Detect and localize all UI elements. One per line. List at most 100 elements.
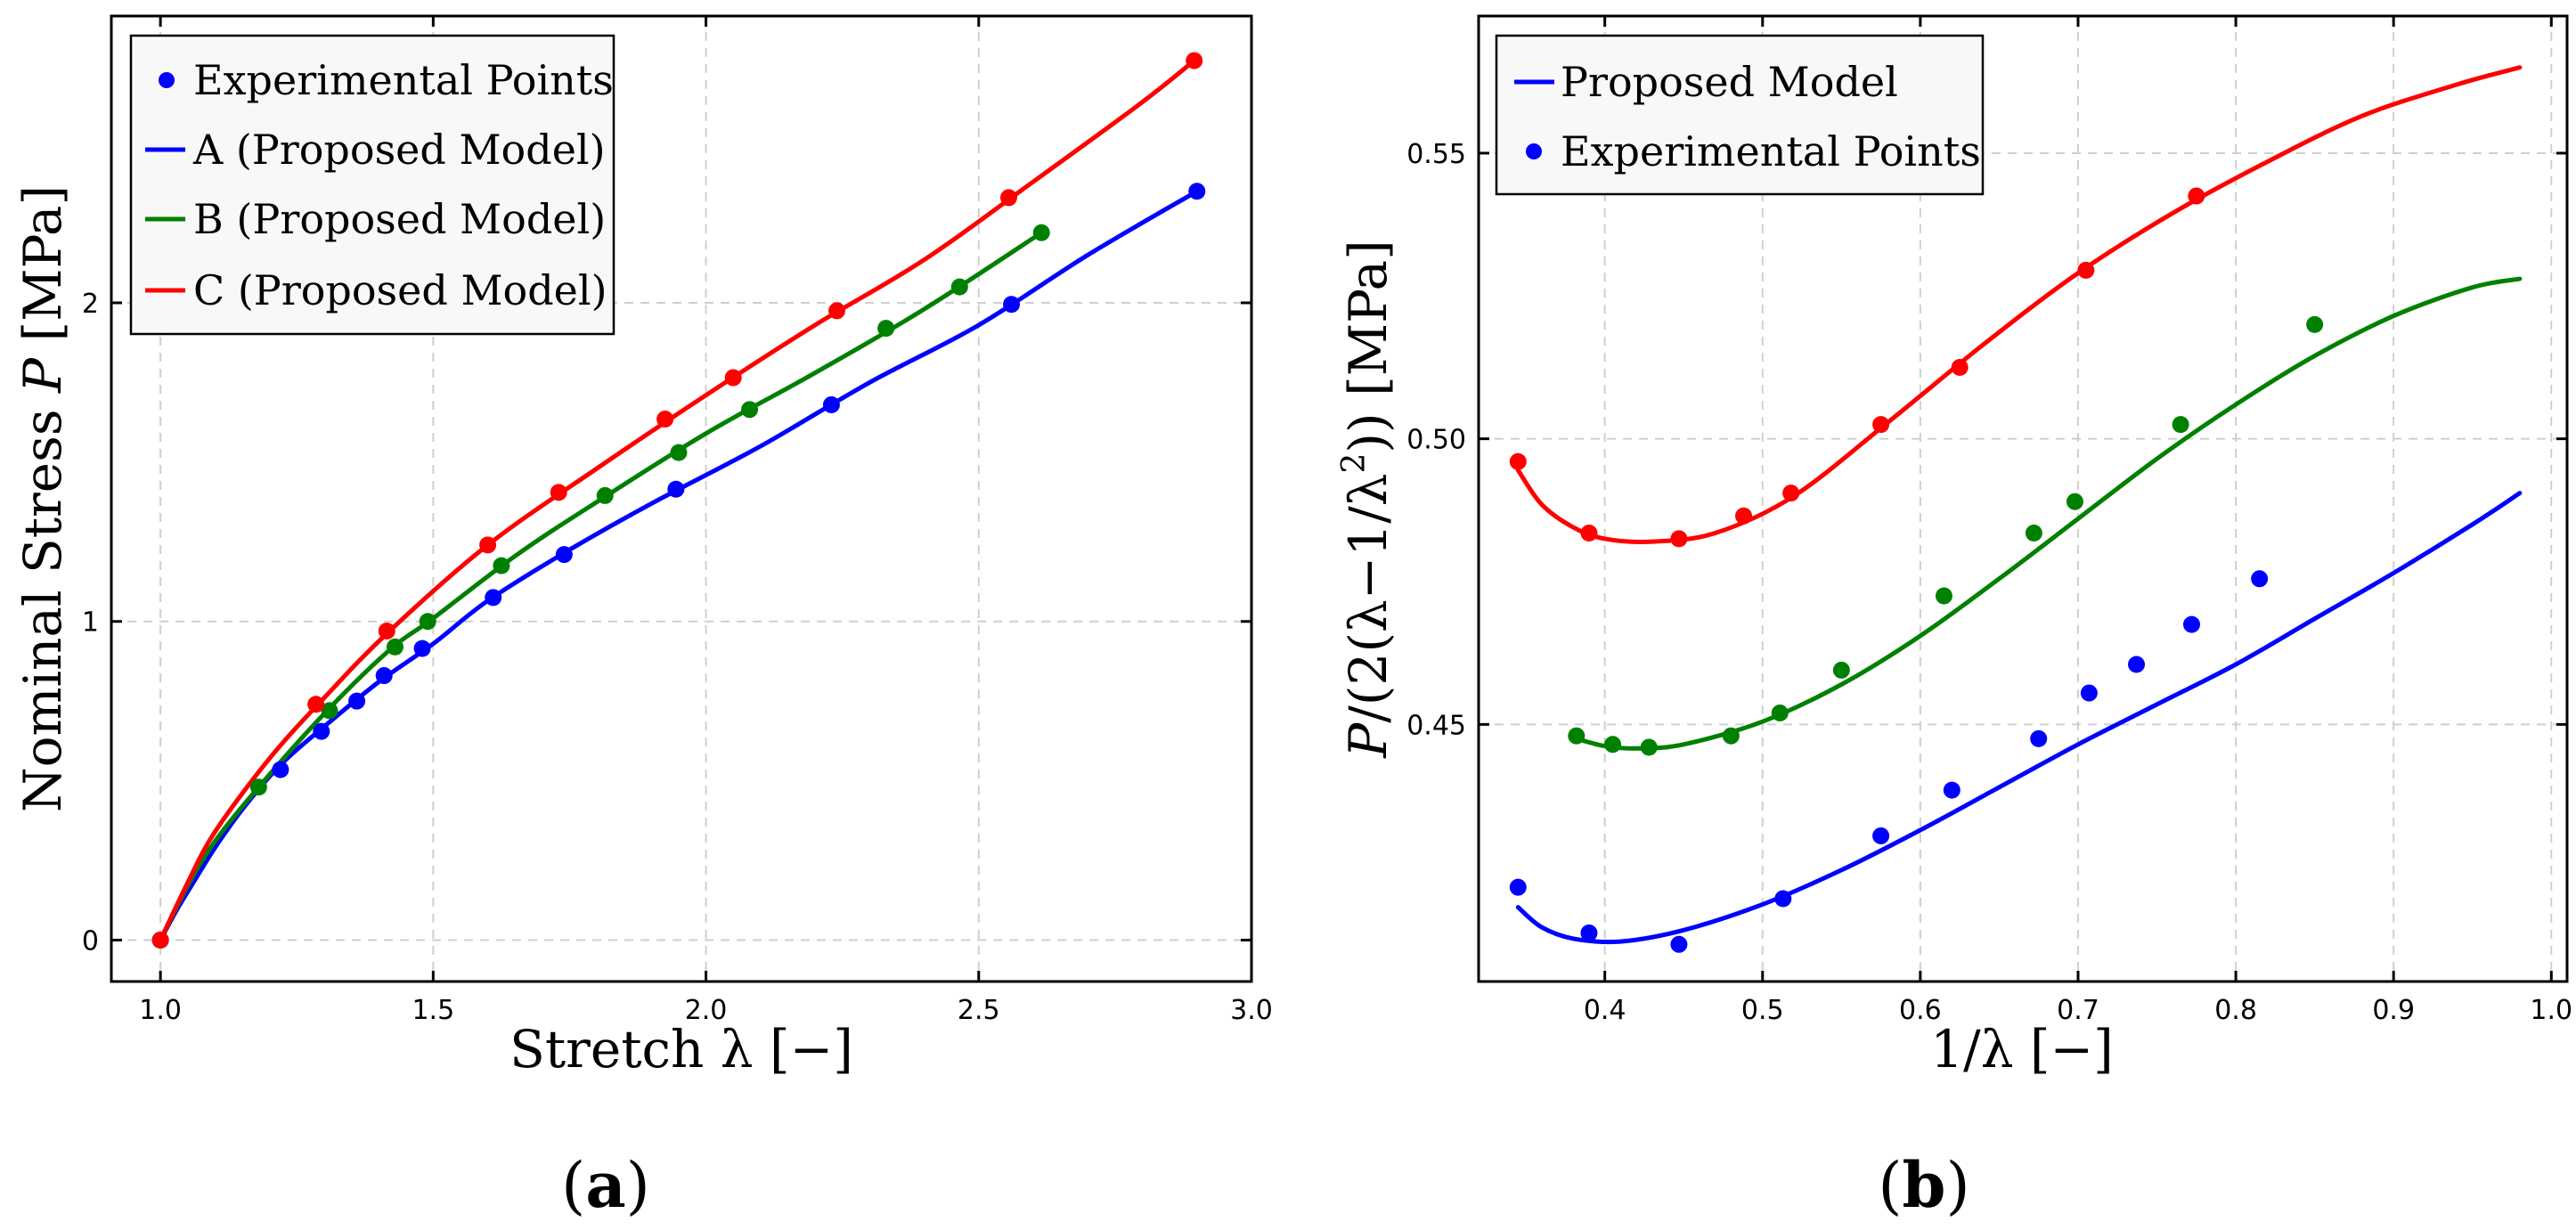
a-plot-frame [110,14,1253,983]
a-point-c-proposed-model [550,484,567,501]
b-y-label-italic: P [1338,722,1398,759]
a-legend-box [129,34,615,336]
a-point-b-proposed-model [950,278,968,296]
panel-label-b-letter: b [1903,1148,1946,1222]
b-legend-marker-experimental [1526,143,1542,159]
b-y-label-superscript: 2 [1336,453,1373,474]
b-legend-box [1495,34,1985,196]
panel-label-b-open: ( [1878,1149,1902,1222]
b-line-c [1515,65,2523,544]
a-plot-content [151,52,1206,949]
b-point-c [2188,187,2205,205]
a-legend-label-c: C (Proposed Model) [193,266,607,314]
b-point-a [1943,781,1961,799]
b-point-a [2080,684,2098,702]
b-point-a [1509,878,1527,896]
a-y-tick-label: 1 [82,607,99,639]
a-point-a-proposed-model [413,639,431,657]
b-x-tick-label: 0.6 [1899,995,1942,1026]
b-point-b [1722,727,1740,745]
b-point-a [1580,924,1598,941]
b-point-a [2251,570,2269,588]
a-axis-ticks: 1.0 1.5 2.0 2.5 3.0 0 1 2 [82,16,1273,1026]
panel-label-b: (b) [1878,1148,1970,1222]
a-point-a-proposed-model [1003,296,1021,314]
b-line-a [1515,491,2523,945]
a-point-b-proposed-model [249,778,267,796]
b-point-c [1872,416,1890,434]
b-point-a [1872,827,1890,844]
a-point-a-proposed-model [1188,183,1206,200]
a-x-tick-label: 3.0 [1230,995,1273,1026]
a-point-c-proposed-model [828,302,846,320]
b-x-tick-label: 0.8 [2214,995,2257,1026]
a-point-b-proposed-model [877,320,895,338]
a-point-a-proposed-model [822,395,840,413]
a-point-c-proposed-model [479,536,497,554]
a-point-b-proposed-model [1032,224,1050,241]
a-legend-marker-experimental [159,72,175,88]
a-point-a-proposed-model [272,761,289,778]
a-x-tick-label: 1.0 [139,995,182,1026]
panel-label-a-close: ) [626,1149,650,1222]
b-point-a [1670,935,1688,953]
b-point-c [2077,261,2095,279]
panel-label-a-letter: a [585,1148,625,1222]
b-x-tick-label: 0.4 [1584,995,1626,1026]
b-point-c [1580,524,1598,542]
b-point-b [1568,727,1586,745]
b-legend-label-model: Proposed Model [1561,58,1898,106]
panel-label-a: (a) [561,1148,650,1222]
b-point-a [1774,890,1792,908]
a-legend: Experimental Points A (Proposed Model) B… [129,34,615,336]
b-point-b [1640,738,1658,756]
b-x-tick-label: 0.7 [2057,995,2099,1026]
b-point-c [1782,485,1800,502]
a-point-b-proposed-model [419,613,436,631]
b-point-a [2030,729,2048,747]
a-point-b-proposed-model [321,702,338,720]
a-legend-label-a: A (Proposed Model) [192,126,606,174]
b-plot-frame [1477,14,2569,983]
b-y-tick-label: 0.55 [1406,139,1466,170]
a-point-a-proposed-model [348,692,366,710]
a-series-points [151,52,1206,949]
a-point-c-proposed-model [999,189,1017,207]
a-point-c-proposed-model [656,411,674,428]
b-x-tick-label: 1.0 [2530,995,2572,1026]
b-point-a [2182,615,2200,633]
b-x-tick-label: 0.5 [1741,995,1784,1026]
a-point-a-proposed-model [485,589,502,607]
a-point-a-proposed-model [667,480,685,498]
b-point-b [2172,416,2189,434]
a-x-tick-label: 1.5 [412,995,454,1026]
b-series-points [1509,187,2324,953]
a-point-b-proposed-model [741,401,759,419]
b-x-tick-label: 0.9 [2372,995,2415,1026]
a-y-label-italic: P [12,357,73,394]
b-point-c [1670,530,1688,548]
a-y-label-post: [MPa] [12,185,73,358]
b-point-c [1735,507,1753,525]
a-y-label-pre: Nominal Stress [12,393,73,812]
b-y-label-part-b: )) [MPa] [1338,240,1398,452]
a-y-axis-label: Nominal Stress P [MPa] [12,185,73,812]
b-point-b [2066,493,2083,510]
a-point-b-proposed-model [596,486,614,504]
a-legend-label-experimental: Experimental Points [193,56,614,104]
b-point-c [1509,452,1527,470]
a-point-b-proposed-model [493,557,510,574]
a-point-a-proposed-model [313,722,330,740]
b-plot-content [1509,65,2523,953]
a-y-tick-label: 0 [82,925,99,957]
b-y-axis-label: P/(2(λ−1/λ2)) [MPa] [1336,240,1398,759]
b-point-b [2306,315,2324,333]
b-y-label-part-a: /(2(λ−1/λ [1338,473,1398,722]
a-point-b-proposed-model [670,444,688,461]
b-point-a [2128,656,2146,673]
panel-a: 1.0 1.5 2.0 2.5 3.0 0 1 2 Experimental Points A… [12,14,1273,1222]
b-legend: Proposed Model Experimental Points [1495,34,1985,196]
a-y-tick-label: 2 [82,289,99,320]
b-point-b [1771,705,1789,722]
a-point-a-proposed-model [555,546,573,564]
